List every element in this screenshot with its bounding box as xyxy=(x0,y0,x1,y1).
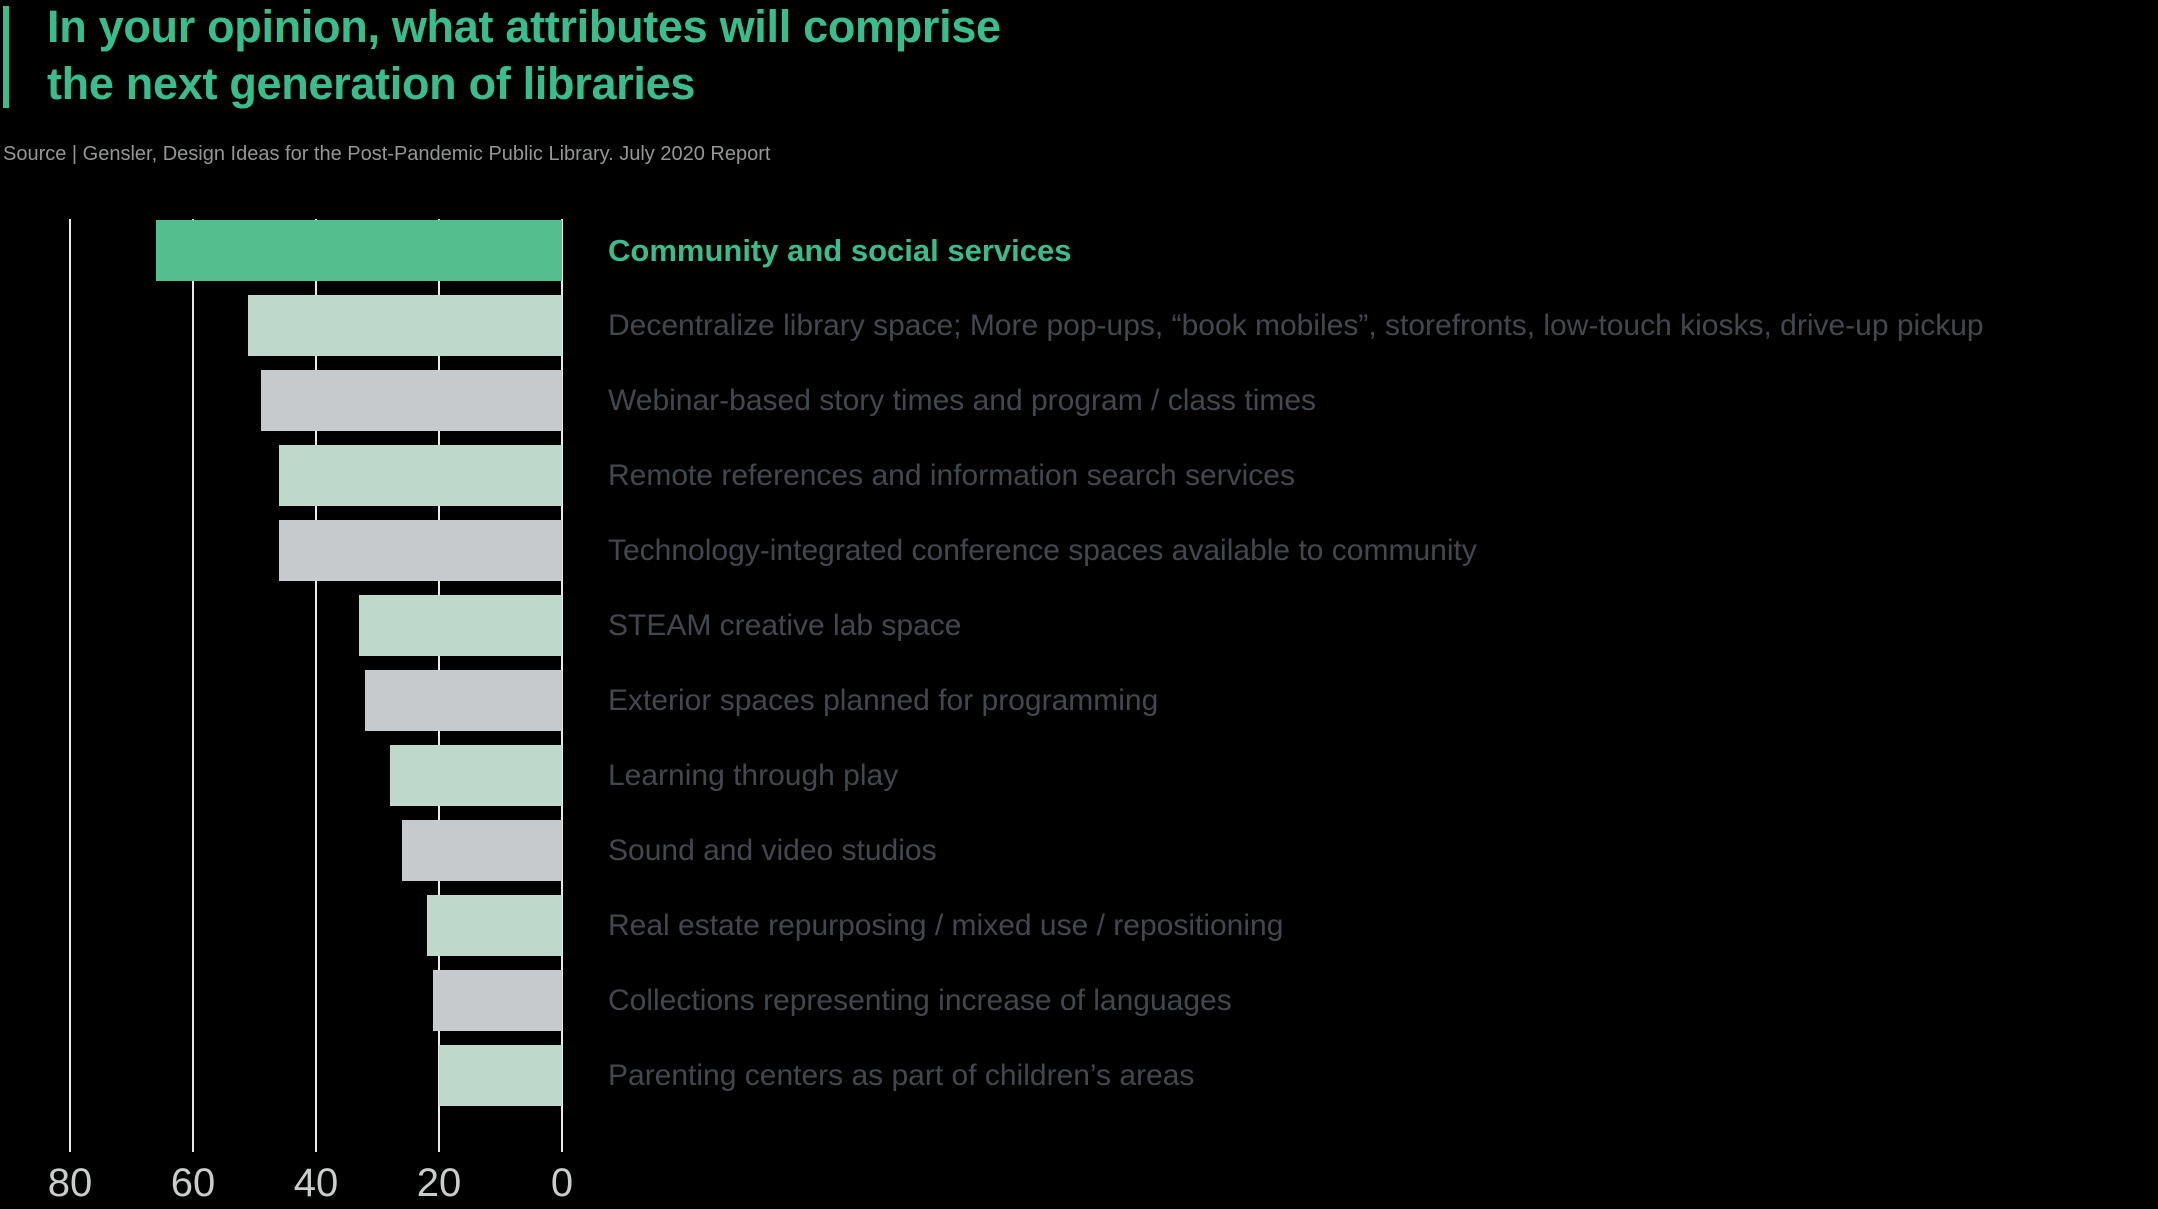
bar-12 xyxy=(439,1045,562,1106)
bar-3 xyxy=(260,370,562,431)
title-accent-bar xyxy=(3,6,9,108)
bar-label-3: Webinar-based story times and program / … xyxy=(608,383,1317,417)
bar-label-5: Technology-integrated conference spaces … xyxy=(608,533,1477,567)
bar-label-10: Real estate repurposing / mixed use / re… xyxy=(608,908,1284,942)
axis-tick-label: 40 xyxy=(293,1161,339,1205)
axis-tick-label: 60 xyxy=(170,1161,216,1205)
bar-4 xyxy=(279,445,562,506)
bar-10 xyxy=(426,895,562,956)
bar-label-1: Community and social services xyxy=(608,232,1072,268)
bar-2 xyxy=(248,295,562,356)
axis-tick-label: 0 xyxy=(550,1161,574,1205)
bar-label-11: Collections representing increase of lan… xyxy=(608,983,1232,1017)
source-citation: Source | Gensler, Design Ideas for the P… xyxy=(3,143,771,165)
bar-11 xyxy=(432,970,562,1031)
axis-tick-label: 20 xyxy=(416,1161,462,1205)
gridline-0 xyxy=(561,219,563,1152)
bar-6 xyxy=(359,595,562,656)
page-title: In your opinion, what attributes will co… xyxy=(47,1,1001,109)
bar-label-4: Remote references and information search… xyxy=(608,458,1295,492)
gridline-80 xyxy=(69,219,71,1152)
bar-label-7: Exterior spaces planned for programming xyxy=(608,683,1159,717)
gridline-60 xyxy=(192,219,194,1152)
bar-label-6: STEAM creative lab space xyxy=(608,608,962,642)
bar-7 xyxy=(365,670,562,731)
bar-label-2: Decentralize library space; More pop-ups… xyxy=(608,308,1984,342)
bar-5 xyxy=(279,520,562,581)
axis-tick-label: 80 xyxy=(47,1161,93,1205)
bar-8 xyxy=(389,745,562,806)
bar-label-9: Sound and video studios xyxy=(608,833,937,867)
gridline-40 xyxy=(315,219,317,1152)
bar-label-8: Learning through play xyxy=(608,758,899,792)
bar-9 xyxy=(402,820,562,881)
bar-1 xyxy=(156,220,562,281)
bar-label-12: Parenting centers as part of children’s … xyxy=(608,1058,1195,1092)
